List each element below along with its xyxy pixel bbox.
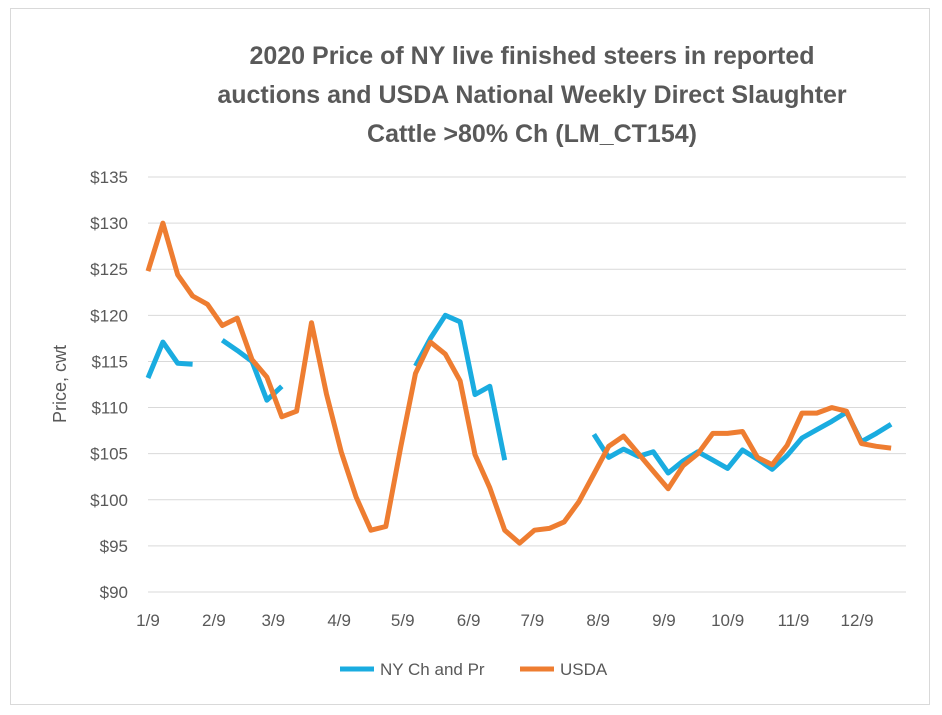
y-tick-label: $105: [90, 445, 128, 464]
x-tick-label: 3/9: [261, 611, 285, 630]
chart-frame: [10, 8, 930, 705]
x-tick-label: 6/9: [457, 611, 481, 630]
chart-title-line-2: auctions and USDA National Weekly Direct…: [217, 81, 847, 109]
chart-title-line-1: 2020 Price of NY live finished steers in…: [249, 42, 814, 70]
y-tick-label: $120: [90, 306, 128, 325]
usda-series-line-segment-1: [145, 220, 892, 546]
chart-title-line-3: Cattle >80% Ch (LM_CT154): [367, 120, 697, 148]
y-tick-label: $95: [100, 537, 128, 556]
y-tick-label: $135: [90, 168, 128, 187]
y-tick-label: $100: [90, 491, 128, 510]
ny-series-line-segment-1: [145, 339, 193, 379]
x-tick-label: 9/9: [652, 611, 676, 630]
y-tick-label: $125: [90, 260, 128, 279]
x-tick-label: 7/9: [521, 611, 545, 630]
y-tick-label: $110: [91, 399, 128, 418]
legend-usda-label: USDA: [560, 660, 608, 679]
x-axis-tick-labels: 1/9 2/9 3/9 4/9 5/9 6/9 7/9 8/9 9/9 10/9 11/9 12/9: [136, 611, 873, 630]
gridlines: [148, 176, 906, 593]
chart-title: 2020 Price of NY live finished steers in…: [217, 42, 847, 148]
x-tick-label: 8/9: [586, 611, 610, 630]
series-lines: [145, 220, 893, 546]
y-tick-label: $130: [90, 214, 128, 233]
legend-ny-label: NY Ch and Pr: [380, 660, 485, 679]
legend: NY Ch and Pr USDA: [340, 660, 608, 679]
x-tick-label: 4/9: [327, 611, 351, 630]
x-tick-label: 10/9: [711, 611, 744, 630]
y-axis-title: Price, cwt: [50, 345, 70, 423]
x-tick-label: 5/9: [391, 611, 415, 630]
x-tick-label: 12/9: [841, 611, 874, 630]
ny-series-line-segment-4: [591, 409, 893, 476]
x-tick-label: 1/9: [136, 611, 160, 630]
y-tick-label: $115: [91, 352, 128, 371]
y-tick-label: $90: [100, 583, 128, 602]
x-tick-label: 11/9: [778, 611, 810, 630]
y-axis-tick-labels: $90 $95 $100 $105 $110 $115 $120 $125 $130 $135: [90, 168, 128, 602]
x-tick-label: 2/9: [202, 611, 226, 630]
ny-series-line-segment-3: [413, 312, 508, 461]
